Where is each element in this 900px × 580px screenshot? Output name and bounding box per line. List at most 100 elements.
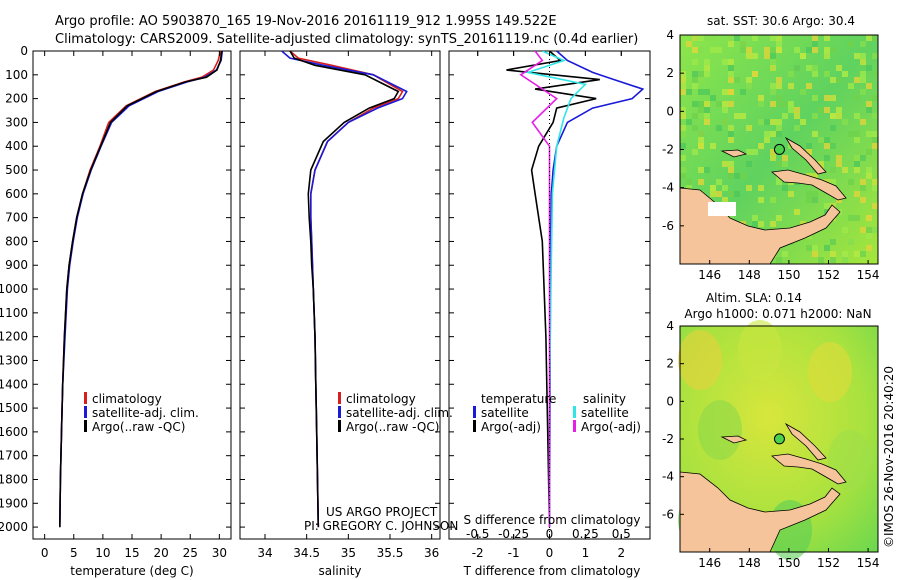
sst-pixel — [824, 137, 830, 143]
sst-pixel — [848, 83, 854, 89]
sst-pixel — [812, 35, 818, 41]
sst-pixel — [872, 137, 878, 143]
sst-pixel — [854, 167, 860, 173]
legend-label-climatology: climatology — [346, 392, 416, 406]
sst-pixel — [824, 203, 830, 209]
sst-pixel — [824, 155, 830, 161]
map-y-tick-label: 2 — [666, 357, 674, 371]
sst-pixel — [776, 215, 782, 221]
sst-pixel — [824, 71, 830, 77]
sst-pixel — [824, 143, 830, 149]
sst-pixel — [854, 95, 860, 101]
sst-pixel — [860, 71, 866, 77]
sst-pixel — [806, 191, 812, 197]
sst-pixel — [824, 107, 830, 113]
legend-label-temp-satellite: satellite — [481, 406, 529, 420]
sst-pixel — [746, 47, 752, 53]
sst-pixel — [812, 41, 818, 47]
sst-pixel — [860, 89, 866, 95]
land-new-ireland — [784, 136, 827, 175]
credit-text: ©IMOS 26-Nov-2016 20:40:20 — [882, 366, 896, 548]
depth-tick-label: 800 — [5, 234, 28, 248]
legend-swatch-temp-satellite — [473, 406, 476, 418]
diff-t-axis: -2 -1 0 1 2 — [472, 51, 625, 560]
sst-pixel — [782, 101, 788, 107]
sst-pixel — [758, 101, 764, 107]
x-tick-label: 15 — [124, 546, 139, 560]
sst-pixel — [704, 59, 710, 65]
sst-pixel — [860, 179, 866, 185]
sst-pixel — [692, 47, 698, 53]
sst-pixel — [716, 101, 722, 107]
map-y-tick-label: -6 — [662, 507, 674, 521]
sst-pixel — [848, 131, 854, 137]
sst-pixel — [746, 83, 752, 89]
sst-pixel — [776, 161, 782, 167]
series-line-salinity-argo-adj- — [519, 51, 558, 528]
sst-pixel — [812, 131, 818, 137]
sst-pixel — [812, 251, 818, 257]
sst-pixel — [770, 47, 776, 53]
sst-pixel — [728, 65, 734, 71]
sst-pixel — [680, 125, 686, 131]
depth-tick-label: 300 — [5, 115, 28, 129]
sst-pixel — [830, 125, 836, 131]
temp-x-label: temperature (deg C) — [70, 564, 193, 578]
sst-pixel — [758, 185, 764, 191]
sst-pixel — [824, 47, 830, 53]
series-line-salinity-satellite — [524, 51, 588, 528]
depth-tick-label: 1000 — [0, 282, 28, 296]
sst-pixel — [866, 215, 872, 221]
sst-pixel — [830, 167, 836, 173]
sst-pixel — [728, 191, 734, 197]
sst-pixel — [746, 125, 752, 131]
sst-pixel — [854, 131, 860, 137]
sst-pixel — [776, 125, 782, 131]
legend-swatch-climatology — [338, 392, 341, 404]
x-tick-label: 5 — [70, 546, 78, 560]
sst-pixel — [698, 167, 704, 173]
legend-title-temperature: temperature — [481, 392, 556, 406]
sst-pixel — [776, 95, 782, 101]
depth-tick-label: 2000 — [0, 520, 28, 534]
series-line-argo-raw-qc- — [289, 51, 400, 528]
sst-pixel — [722, 59, 728, 65]
sst-pixel — [728, 161, 734, 167]
sst-pixel — [752, 71, 758, 77]
sst-pixel — [704, 65, 710, 71]
sst-pixel — [824, 35, 830, 41]
sst-pixel — [866, 35, 872, 41]
sst-pixel — [728, 131, 734, 137]
sst-pixel — [734, 35, 740, 41]
sst-pixel — [716, 179, 722, 185]
series-line-temperature-argo-adj- — [506, 51, 600, 528]
sst-pixel — [680, 155, 686, 161]
sst-pixel — [866, 65, 872, 71]
sst-pixel — [830, 179, 836, 185]
sst-pixel — [860, 119, 866, 125]
sst-pixel — [818, 209, 824, 215]
sst-pixel — [692, 113, 698, 119]
sst-pixel — [824, 53, 830, 59]
sst-pixel — [866, 173, 872, 179]
sst-map — [679, 34, 879, 265]
sst-pixel — [680, 89, 686, 95]
sst-pixel — [740, 41, 746, 47]
map-x-tick-label: 154 — [857, 556, 880, 570]
sst-pixel — [722, 185, 728, 191]
sst-map-axes: 146 148 150 152 154 4 2 0 -2 -4 -6 — [662, 28, 880, 282]
sst-pixel — [764, 131, 770, 137]
sst-pixel — [836, 65, 842, 71]
argo-location-marker — [773, 143, 785, 155]
sst-pixel — [842, 119, 848, 125]
sst-pixel — [728, 71, 734, 77]
map-x-tick-label: 150 — [777, 556, 800, 570]
x-tick-label: 34 — [257, 546, 272, 560]
sst-pixel — [854, 53, 860, 59]
sst-pixel — [836, 107, 842, 113]
sst-pixel — [776, 257, 782, 263]
sst-pixel — [842, 71, 848, 77]
sst-pixel — [824, 239, 830, 245]
sst-pixel — [818, 107, 824, 113]
sst-pixel — [770, 59, 776, 65]
